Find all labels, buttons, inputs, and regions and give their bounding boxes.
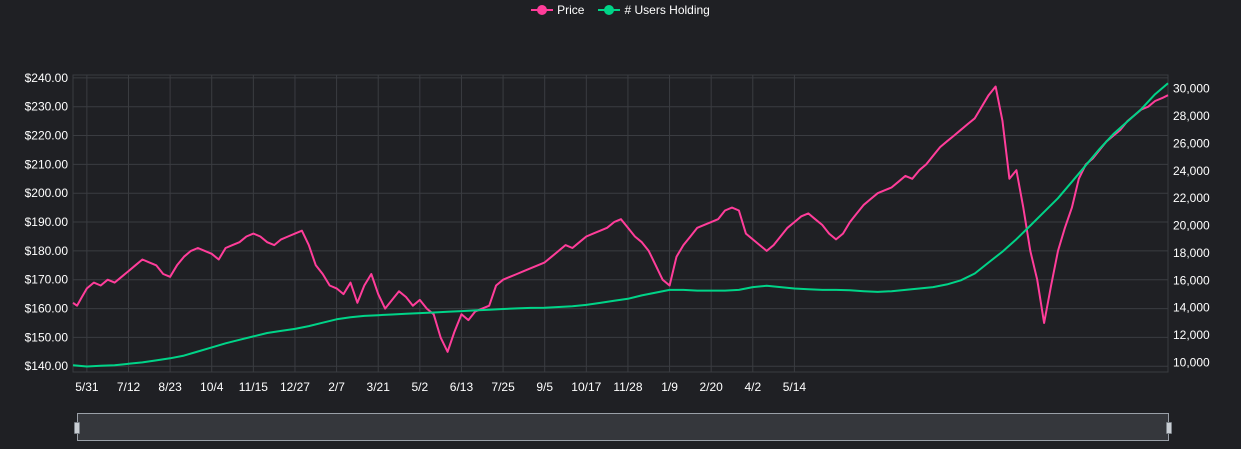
x-tick-label: 11/28 (613, 380, 642, 394)
y-left-tick-label: $160.00 (25, 302, 69, 316)
x-tick-label: 10/17 (571, 380, 601, 394)
legend-item-price[interactable]: Price (531, 3, 584, 17)
x-tick-label: 2/20 (699, 380, 723, 394)
x-tick-label: 7/25 (491, 380, 515, 394)
y-right-tick-label: 18,000 (1173, 246, 1210, 260)
y-right-tick-label: 20,000 (1173, 219, 1210, 233)
y-left-tick-label: $230.00 (25, 100, 69, 114)
y-left-tick-label: $170.00 (25, 273, 69, 287)
legend-marker-users (598, 4, 621, 16)
line-chart: $140.00 $150.00 $160.00 $170.00 $180.00 $190.… (25, 71, 1210, 394)
x-tick-label: 7/12 (117, 380, 141, 394)
y-right-tick-label: 10,000 (1173, 355, 1210, 369)
y-left-tick-label: $210.00 (25, 157, 69, 171)
x-tick-label: 2/7 (328, 380, 345, 394)
x-tick-label: 1/9 (661, 380, 678, 394)
range-slider[interactable] (74, 413, 1172, 441)
y-right-tick-label: 24,000 (1173, 164, 1210, 178)
x-tick-label: 4/2 (744, 380, 761, 394)
y-left-tick-label: $200.00 (25, 186, 69, 200)
legend-label-price: Price (557, 3, 585, 17)
y-right-tick-label: 12,000 (1173, 328, 1210, 342)
users-holding-line (72, 82, 1169, 368)
x-tick-label: 8/23 (158, 380, 182, 394)
legend-label-users: # Users Holding (624, 3, 710, 17)
y-left-tick-label: $220.00 (25, 129, 69, 143)
x-tick-label: 10/4 (200, 380, 224, 394)
y-left-tick-label: $140.00 (25, 359, 69, 373)
range-slider-right-handle[interactable] (1166, 422, 1172, 434)
y-right-tick-label: 28,000 (1173, 109, 1210, 123)
y-right-tick-label: 30,000 (1173, 82, 1210, 96)
y-left-tick-label: $180.00 (25, 244, 69, 258)
y-right-tick-label: 16,000 (1173, 273, 1210, 287)
x-tick-label: 5/31 (75, 380, 99, 394)
legend-marker-price (531, 4, 554, 16)
y-left-tick-label: $190.00 (25, 215, 69, 229)
x-tick-label: 11/15 (239, 380, 268, 394)
y-right-tick-label: 26,000 (1173, 136, 1210, 150)
x-tick-label: 12/27 (280, 380, 310, 394)
y-left-tick-label: $150.00 (25, 330, 69, 344)
x-tick-label: 3/21 (367, 380, 391, 394)
x-tick-label: 5/2 (411, 380, 428, 394)
x-tick-label: 6/13 (450, 380, 474, 394)
y-right-tick-label: 22,000 (1173, 191, 1210, 205)
x-tick-label: 9/5 (536, 380, 553, 394)
y-left-tick-label: $240.00 (25, 71, 69, 85)
plot-area (72, 74, 1169, 373)
legend: Price # Users Holding (0, 3, 1241, 17)
legend-item-users[interactable]: # Users Holding (598, 3, 710, 17)
x-tick-label: 5/14 (783, 380, 807, 394)
y-right-tick-label: 14,000 (1173, 301, 1210, 315)
range-slider-left-handle[interactable] (74, 422, 80, 434)
price-line (72, 85, 1169, 353)
